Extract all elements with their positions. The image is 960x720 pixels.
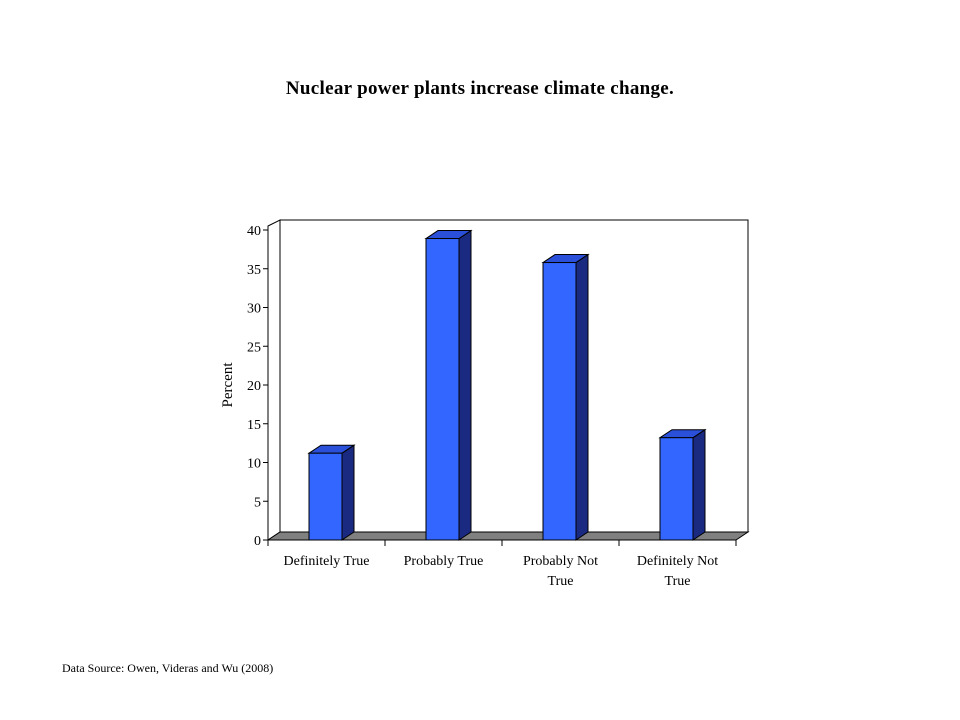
chart-title: Nuclear power plants increase climate ch…: [285, 78, 675, 99]
bar-3: [541, 253, 590, 541]
y-tick-label: 20: [247, 379, 261, 394]
y-tick-label: 40: [247, 224, 261, 239]
bar-front: [542, 262, 577, 541]
x-axis: Definitely True Probably True Probably Not…: [267, 539, 737, 589]
y-axis-title: Percent: [220, 362, 236, 408]
y-tick-label: 0: [254, 534, 261, 549]
x-category-label: Definitely True: [284, 554, 370, 569]
bar-side: [575, 253, 589, 541]
y-tick-label: 5: [254, 495, 261, 510]
bar-front: [425, 238, 460, 541]
x-category-label: Definitely Not True: [637, 554, 718, 589]
bar-front: [659, 437, 694, 541]
y-tick-label: 30: [247, 302, 261, 317]
bars: [307, 229, 707, 541]
y-axis: 0 5 10 15 20 25 30 35 40: [247, 224, 269, 549]
bar-4: [658, 428, 707, 541]
bar-front: [308, 452, 343, 541]
y-tick-label: 15: [247, 418, 261, 433]
bar-side: [458, 229, 472, 541]
x-category-label: Probably True: [404, 554, 484, 569]
y-tick-label: 10: [247, 457, 261, 472]
source-note: Data Source: Owen, Videras and Wu (2008): [62, 661, 274, 675]
bar-2: [424, 229, 473, 541]
y-tick-label: 35: [247, 263, 261, 278]
y-tick-label: 25: [247, 340, 261, 355]
plot-side-wall: [267, 219, 281, 541]
bar-side: [341, 444, 355, 541]
bar-side: [692, 428, 706, 541]
bar-1: [307, 444, 356, 541]
x-category-label: Probably Not True: [523, 554, 598, 589]
